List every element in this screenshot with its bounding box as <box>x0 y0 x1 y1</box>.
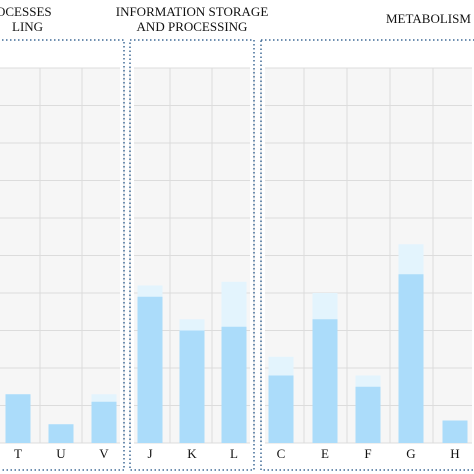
group-label-line2: LING <box>12 19 44 34</box>
x-tick-label: V <box>99 446 109 461</box>
group-label-line1: OCESSES <box>0 4 52 19</box>
bar-U <box>48 424 74 443</box>
group-label-metabolism: METABOLISM <box>386 11 474 26</box>
x-tick-label: C <box>277 446 286 461</box>
bar-F <box>355 386 381 443</box>
group-label-line2: AND PROCESSING <box>136 19 248 34</box>
group-label-line1: METABOLISM <box>386 11 471 26</box>
x-tick-label: E <box>321 446 329 461</box>
panel-border-2 <box>260 39 474 471</box>
bar-J <box>137 296 163 443</box>
x-tick-label: G <box>406 446 415 461</box>
x-tick-label: T <box>14 446 22 461</box>
bar-C <box>268 375 294 443</box>
bar-L <box>221 326 247 443</box>
panel-border-0 <box>0 39 125 471</box>
x-tick-label: L <box>230 446 238 461</box>
bar-V <box>91 401 117 443</box>
group-label-information-storage: INFORMATION STORAGE AND PROCESSING <box>104 4 280 34</box>
bar-K <box>179 330 205 443</box>
x-tick-label: U <box>56 446 66 461</box>
bar-G <box>398 274 424 443</box>
x-tick-label: H <box>450 446 459 461</box>
group-label-cellular-processes: OCESSES LING <box>0 4 72 34</box>
group-label-line1: INFORMATION STORAGE <box>115 4 269 19</box>
panel-border-1 <box>129 39 255 471</box>
x-tick-label: K <box>187 446 197 461</box>
x-tick-label: J <box>147 446 152 461</box>
bar-T <box>5 394 31 443</box>
bar-H <box>442 420 468 443</box>
bar-E <box>312 319 338 443</box>
x-tick-label: F <box>364 446 371 461</box>
